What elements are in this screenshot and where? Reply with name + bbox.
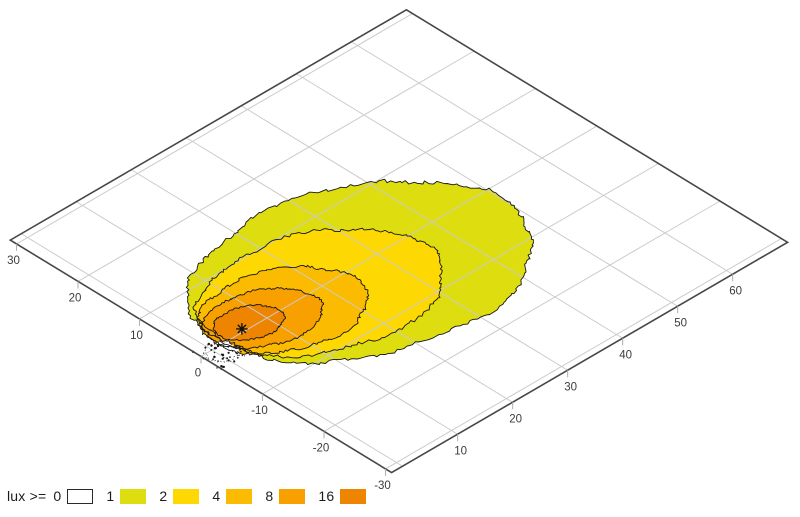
- scatter-speckle: [210, 344, 213, 347]
- legend-swatch: [67, 488, 94, 504]
- legend-item-lux-1: 1: [106, 488, 159, 504]
- y-axis-tick-label: 20: [69, 292, 82, 304]
- scatter-speckle: [212, 358, 214, 361]
- scatter-speckle: [235, 345, 238, 348]
- scatter-speckle: [221, 365, 224, 368]
- scatter-speckle: [216, 367, 218, 369]
- scatter-speckle: [216, 344, 220, 348]
- y-axis-tick-label: -30: [374, 480, 391, 492]
- legend-item-lux-8: 8: [265, 488, 318, 504]
- scatter-speckle: [233, 360, 236, 363]
- scatter-speckle: [221, 353, 225, 357]
- legend-item-lux-16: 16: [318, 488, 379, 504]
- legend-item-lux-0: 0: [53, 488, 106, 504]
- x-axis-tick-label: 50: [674, 317, 687, 329]
- scatter-speckle: [215, 341, 217, 343]
- gridline-x-50: [296, 73, 678, 307]
- contour-line-lux-2: [192, 227, 443, 359]
- x-axis-tick-label: 40: [619, 349, 632, 361]
- scatter-speckle: [227, 359, 230, 362]
- legend-value: 1: [106, 488, 115, 504]
- y-axis-tick-label: -20: [313, 442, 330, 454]
- scatter-speckle: [207, 342, 211, 346]
- legend-value: 4: [212, 488, 221, 504]
- scatter-speckle: [240, 350, 242, 353]
- scatter-speckle: [215, 347, 218, 350]
- scatter-speckle: [213, 355, 216, 359]
- scatter-speckle: [236, 352, 238, 355]
- scatter-speckle: [244, 349, 247, 352]
- x-axis-tick-label: 10: [454, 445, 467, 457]
- legend-item-lux-2: 2: [159, 488, 212, 504]
- legend: lux >= 0 1 2 4 8 16: [7, 486, 379, 506]
- scatter-speckle: [227, 351, 230, 354]
- scatter-speckle: [231, 350, 234, 352]
- x-axis-tick-label: 60: [729, 285, 742, 297]
- y-axis-tick-label: -10: [251, 405, 268, 417]
- contour-line-lux-16: [212, 304, 286, 342]
- legend-value: 8: [265, 488, 274, 504]
- legend-value: 16: [318, 488, 335, 504]
- scatter-speckle: [229, 356, 231, 358]
- legend-swatch: [173, 488, 200, 504]
- legend-entries: 0 1 2 4 8 16: [53, 488, 379, 504]
- contour-line-lux-8: [200, 286, 325, 350]
- y-axis-tick-label: 0: [195, 367, 201, 379]
- legend-value: 2: [159, 488, 168, 504]
- scatter-speckle: [226, 357, 229, 360]
- contour-line-lux-1: [185, 178, 534, 366]
- legend-swatch: [340, 488, 367, 504]
- scatter-speckle: [246, 351, 248, 354]
- gridline-x-40: [241, 105, 623, 339]
- scatter-speckle: [213, 343, 215, 345]
- y-axis-tick-label: 10: [130, 330, 143, 342]
- legend-title: lux >=: [7, 488, 47, 504]
- scatter-speckle: [239, 348, 242, 351]
- below-threshold-outline: [204, 340, 240, 363]
- scatter-speckle: [217, 360, 219, 362]
- plot-frame: [8, 8, 790, 474]
- source-marker-asterisk: [237, 324, 247, 334]
- legend-swatch: [120, 488, 147, 504]
- scatter-speckle: [222, 357, 225, 359]
- gridline-x-10: [76, 201, 458, 435]
- scatter-speckle: [227, 346, 229, 349]
- scatter-speckle: [213, 351, 216, 354]
- scatter-speckle: [202, 352, 205, 354]
- contour-line-lux-4: [196, 264, 370, 356]
- scatter-speckle: [204, 346, 207, 349]
- legend-swatch: [226, 488, 253, 504]
- gridline-x-60: [351, 41, 733, 275]
- y-axis-tick-label: 30: [7, 255, 20, 267]
- legend-swatch: [279, 488, 306, 504]
- x-axis-tick-label: 20: [509, 413, 522, 425]
- scatter-speckle: [243, 355, 246, 357]
- legend-item-lux-4: 4: [212, 488, 265, 504]
- scatter-speckle: [238, 354, 240, 356]
- legend-value: 0: [53, 488, 62, 504]
- scatter-speckle: [210, 348, 213, 351]
- x-axis-tick-label: 30: [564, 381, 577, 393]
- scatter-speckle: [241, 354, 244, 357]
- gridline-x-20: [131, 169, 513, 403]
- gridline-x-30: [186, 137, 568, 371]
- scatter-speckle: [207, 357, 209, 359]
- contour-region-lux-16: [213, 304, 286, 341]
- scatter-speckle: [238, 345, 241, 348]
- scatter-speckle: [236, 356, 239, 359]
